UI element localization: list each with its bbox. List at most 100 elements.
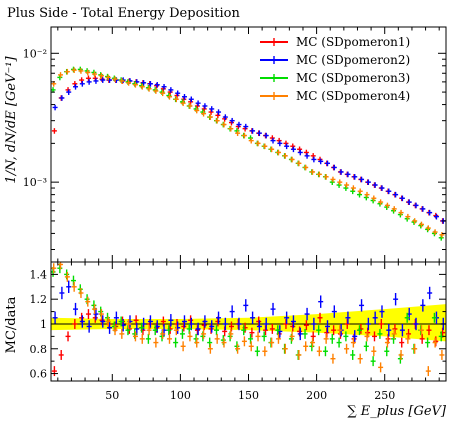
ratio-tick-label: 1.2 bbox=[30, 293, 48, 306]
ratio-plot-frame bbox=[50, 261, 447, 382]
legend-item: MC (SDpomeron4) bbox=[260, 89, 410, 103]
series-4-ratio-point bbox=[398, 350, 404, 360]
series-4-point bbox=[71, 67, 77, 74]
series-4-point bbox=[167, 94, 172, 100]
series-2-point bbox=[52, 104, 58, 111]
series-4-ratio-point bbox=[119, 328, 125, 339]
series-2-point bbox=[154, 82, 160, 88]
series-4-point bbox=[173, 96, 179, 103]
series-2-ratio-point bbox=[100, 315, 106, 328]
series-4-ratio-point bbox=[337, 325, 343, 336]
series-4-point bbox=[289, 156, 295, 163]
series-2-point bbox=[79, 81, 85, 87]
series-3-ratio-point bbox=[370, 356, 376, 367]
series-1-ratio-point bbox=[419, 333, 425, 344]
series-2-ratio-point bbox=[86, 320, 92, 333]
series-4-point bbox=[398, 209, 404, 216]
series-2-ratio-point bbox=[222, 317, 228, 331]
series-2-point bbox=[386, 188, 392, 195]
series-4-ratio-point bbox=[384, 337, 390, 348]
series-4-point bbox=[228, 125, 234, 132]
legend-item: MC (SDpomeron3) bbox=[260, 71, 410, 85]
ratio-tick-label: 1.4 bbox=[30, 268, 48, 281]
ratio-tick-label: 0.8 bbox=[30, 343, 48, 356]
series-3-ratio-point bbox=[145, 333, 151, 344]
series-2-ratio-point bbox=[270, 302, 276, 316]
series-4-point bbox=[323, 174, 329, 180]
series-2-ratio-point bbox=[59, 286, 65, 300]
series-4-ratio-point bbox=[275, 333, 281, 344]
series-4-ratio-point bbox=[173, 325, 179, 336]
series-2-ratio-point bbox=[393, 292, 399, 306]
x-tick-label: 150 bbox=[238, 389, 259, 402]
series-2-point bbox=[399, 195, 405, 202]
x-axis-label: ∑ E_plus [GeV] bbox=[347, 404, 447, 419]
series-3-ratio-point bbox=[377, 328, 383, 339]
series-4-ratio-point bbox=[160, 328, 166, 339]
axis-ticks: 50 100 150 200 250 10⁻³ 10⁻² 0.6 0.8 1 1.2 1.4 bbox=[23, 27, 446, 402]
series-2-point bbox=[263, 132, 269, 139]
legend-label: MC (SDpomeron2) bbox=[296, 53, 410, 67]
series-3-ratio-point bbox=[213, 325, 219, 336]
series-4-ratio-point bbox=[201, 328, 207, 339]
series-4-point bbox=[112, 76, 118, 83]
series-4-ratio-point bbox=[207, 343, 213, 354]
series-1-point bbox=[51, 128, 57, 134]
series-4-point bbox=[282, 153, 288, 159]
series-2-point bbox=[270, 137, 276, 144]
series-4-ratio-point bbox=[221, 337, 227, 348]
series-1-ratio-point bbox=[331, 325, 337, 336]
series-4-point bbox=[119, 78, 125, 84]
series-1-ratio-point bbox=[371, 331, 377, 342]
series-4-point bbox=[241, 132, 247, 139]
series-4-ratio-point bbox=[439, 350, 445, 360]
series-4-point bbox=[207, 114, 213, 120]
series-2-point bbox=[256, 130, 262, 137]
legend-label: MC (SDpomeron1) bbox=[296, 35, 410, 49]
series-3-ratio-point bbox=[431, 312, 437, 323]
series-4-ratio-point bbox=[139, 333, 145, 344]
series-4-ratio-point bbox=[262, 346, 268, 357]
series-2-point bbox=[393, 191, 399, 198]
series-2-ratio-point bbox=[325, 320, 330, 333]
series-4-ratio-point bbox=[405, 333, 411, 344]
series-4-point bbox=[146, 86, 152, 92]
series-2-ratio-point bbox=[236, 317, 242, 331]
series-3-ratio-point bbox=[166, 325, 172, 336]
series-4-ratio-point bbox=[412, 343, 418, 354]
series-2-ratio-point bbox=[304, 307, 310, 321]
series-4-ratio-point bbox=[350, 337, 356, 348]
series-3-ratio-point bbox=[139, 322, 145, 333]
series-2-point bbox=[284, 143, 290, 150]
series-4-point bbox=[64, 68, 70, 75]
series-4-ratio-point bbox=[92, 304, 98, 315]
series-1-ratio-point bbox=[426, 325, 432, 336]
series-4-ratio-point bbox=[296, 350, 302, 360]
series-2-ratio-point bbox=[290, 315, 296, 328]
series-4-ratio-point bbox=[64, 271, 70, 282]
series-4-point bbox=[391, 206, 397, 212]
series-3-ratio-point bbox=[241, 325, 247, 336]
series-4-ratio-point bbox=[425, 366, 431, 377]
series-4-ratio-point bbox=[310, 337, 316, 348]
series-3-ratio-point bbox=[363, 341, 369, 352]
series-4-ratio-point bbox=[214, 333, 220, 344]
series-3-ratio-point bbox=[316, 325, 322, 336]
series-2-ratio-point bbox=[147, 315, 153, 328]
series-2-point bbox=[73, 84, 79, 90]
series-2-point bbox=[202, 103, 208, 109]
series-2-ratio-point bbox=[420, 299, 426, 312]
series-1-ratio-point bbox=[399, 337, 405, 348]
series-2-point bbox=[304, 153, 310, 159]
series-3-ratio-point bbox=[261, 331, 267, 342]
series-2-point bbox=[250, 128, 256, 134]
series-4-ratio-point bbox=[323, 333, 329, 344]
series-3-ratio-point bbox=[329, 333, 335, 344]
series-4-ratio-point bbox=[194, 337, 200, 348]
series-4-ratio-point bbox=[153, 337, 159, 348]
series-4-ratio-point bbox=[269, 337, 275, 348]
series-3-ratio-point bbox=[302, 328, 308, 339]
series-4-point bbox=[153, 88, 159, 94]
series-2-ratio-point bbox=[359, 299, 365, 312]
